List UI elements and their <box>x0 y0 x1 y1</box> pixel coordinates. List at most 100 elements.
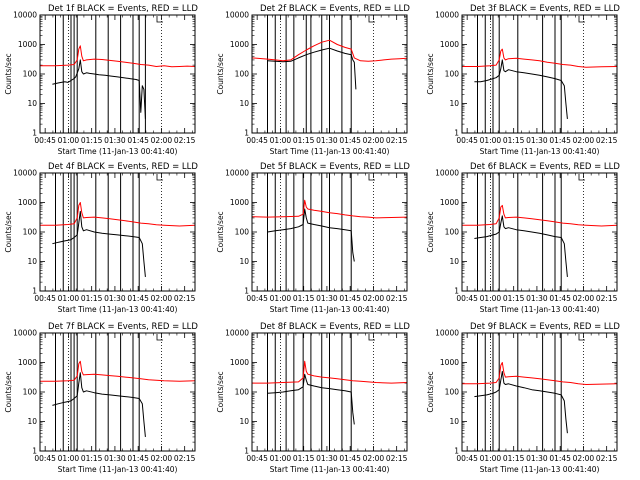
y-axis-label: Counts/sec <box>426 371 435 412</box>
y-tick-label: 1 <box>244 129 249 138</box>
y-tick-label: 100 <box>235 388 250 397</box>
plot-frame <box>461 332 618 452</box>
x-tick-label: 01:45 <box>127 136 149 145</box>
panel-det-2f: Det 2f BLACK = Events, RED = LLD Counts/s… <box>216 4 410 156</box>
x-axis-label: Start Time (11-Jan-13 00:41:40) <box>480 465 600 474</box>
x-tick-label: 01:45 <box>549 454 571 463</box>
x-tick-label: 01:00 <box>270 294 292 303</box>
panel-title: Det 8f BLACK = Events, RED = LLD <box>260 322 410 332</box>
x-tick-label: 02:00 <box>151 136 173 145</box>
x-tick-label: 01:45 <box>339 136 361 145</box>
plot-frame <box>39 332 196 452</box>
y-tick-label: 10 <box>27 99 37 108</box>
y-axis-label: Counts/sec <box>216 53 225 94</box>
events-line <box>52 372 146 437</box>
x-tick-label: 01:15 <box>293 136 315 145</box>
lld-line <box>251 39 408 62</box>
x-tick-label: 01:15 <box>503 294 525 303</box>
panel-title: Det 2f BLACK = Events, RED = LLD <box>260 4 410 14</box>
x-axis-label: Start Time (11-Jan-13 00:41:40) <box>58 465 178 474</box>
y-tick-label: 1 <box>454 447 459 456</box>
panel-det-7f: Det 7f BLACK = Events, RED = LLD Counts/s… <box>4 322 198 474</box>
y-tick-label: 10000 <box>225 169 249 178</box>
events-line <box>474 370 568 434</box>
y-tick-label: 10 <box>239 99 249 108</box>
x-tick-label: 00:45 <box>246 294 268 303</box>
y-tick-label: 10000 <box>435 329 459 338</box>
y-tick-label: 1 <box>244 287 249 296</box>
y-tick-label: 10000 <box>225 329 249 338</box>
x-tick-label: 01:45 <box>339 454 361 463</box>
x-axis-label: Start Time (11-Jan-13 00:41:40) <box>480 305 600 314</box>
x-tick-label: 01:00 <box>270 454 292 463</box>
x-axis-label: Start Time (11-Jan-13 00:41:40) <box>270 147 390 156</box>
x-tick-label: 02:15 <box>386 294 408 303</box>
x-tick-label: 02:15 <box>386 136 408 145</box>
x-tick-label: 02:15 <box>596 294 618 303</box>
plot-frame <box>251 14 408 134</box>
lld-line <box>40 202 196 227</box>
y-tick-label: 1 <box>244 447 249 456</box>
events-line <box>474 215 568 277</box>
x-tick-label: 01:45 <box>549 136 571 145</box>
lld-line <box>40 45 196 68</box>
x-tick-label: 01:30 <box>104 454 126 463</box>
x-tick-label: 01:45 <box>549 294 571 303</box>
y-tick-label: 100 <box>445 388 460 397</box>
y-tick-label: 1000 <box>18 40 37 49</box>
x-tick-label: 01:30 <box>526 294 548 303</box>
x-tick-label: 01:00 <box>58 136 80 145</box>
y-tick-label: 10000 <box>13 329 37 338</box>
x-tick-label: 02:15 <box>596 136 618 145</box>
y-tick-label: 1 <box>454 287 459 296</box>
events-line <box>267 373 355 425</box>
y-tick-label: 1 <box>32 129 37 138</box>
x-tick-label: 02:00 <box>573 454 595 463</box>
panel-det-8f: Det 8f BLACK = Events, RED = LLD Counts/s… <box>216 322 410 474</box>
corner-glyph <box>156 16 163 23</box>
x-tick-label: 00:45 <box>34 454 56 463</box>
y-axis-label: Counts/sec <box>4 211 13 252</box>
x-tick-label: 01:30 <box>316 136 338 145</box>
x-tick-label: 01:00 <box>480 136 502 145</box>
events-line <box>474 59 568 119</box>
y-tick-label: 10 <box>449 99 459 108</box>
x-tick-label: 00:45 <box>34 294 56 303</box>
corner-glyph <box>578 16 585 23</box>
y-tick-label: 1000 <box>440 358 459 367</box>
x-tick-label: 01:15 <box>293 294 315 303</box>
x-tick-label: 01:45 <box>127 294 149 303</box>
plot-frame <box>461 172 618 292</box>
plot-frame <box>39 14 196 134</box>
x-tick-label: 01:30 <box>526 454 548 463</box>
x-axis-label: Start Time (11-Jan-13 00:41:40) <box>480 147 600 156</box>
events-line <box>267 208 355 262</box>
y-tick-label: 10000 <box>225 11 249 20</box>
y-tick-label: 10 <box>239 417 249 426</box>
corner-glyph <box>368 174 375 181</box>
y-tick-label: 1 <box>32 287 37 296</box>
y-axis-label: Counts/sec <box>426 53 435 94</box>
x-tick-label: 01:00 <box>58 294 80 303</box>
y-tick-label: 10000 <box>13 11 37 20</box>
y-tick-label: 1000 <box>18 358 37 367</box>
x-tick-label: 02:00 <box>363 136 385 145</box>
panel-title: Det 1f BLACK = Events, RED = LLD <box>48 4 198 14</box>
y-tick-label: 1 <box>32 447 37 456</box>
x-tick-label: 01:00 <box>270 136 292 145</box>
x-tick-label: 00:45 <box>34 136 56 145</box>
corner-glyph <box>578 174 585 181</box>
x-axis-label: Start Time (11-Jan-13 00:41:40) <box>58 305 178 314</box>
panel-det-3f: Det 3f BLACK = Events, RED = LLD Counts/s… <box>426 4 620 156</box>
y-tick-label: 1 <box>454 129 459 138</box>
x-tick-label: 00:45 <box>246 454 268 463</box>
y-tick-label: 1000 <box>18 198 37 207</box>
y-tick-label: 100 <box>23 70 38 79</box>
y-tick-label: 10000 <box>435 11 459 20</box>
y-tick-label: 10 <box>239 257 249 266</box>
x-tick-label: 01:15 <box>293 454 315 463</box>
y-tick-label: 100 <box>235 228 250 237</box>
x-tick-label: 01:30 <box>316 454 338 463</box>
y-tick-label: 100 <box>445 70 460 79</box>
y-tick-label: 1000 <box>440 198 459 207</box>
